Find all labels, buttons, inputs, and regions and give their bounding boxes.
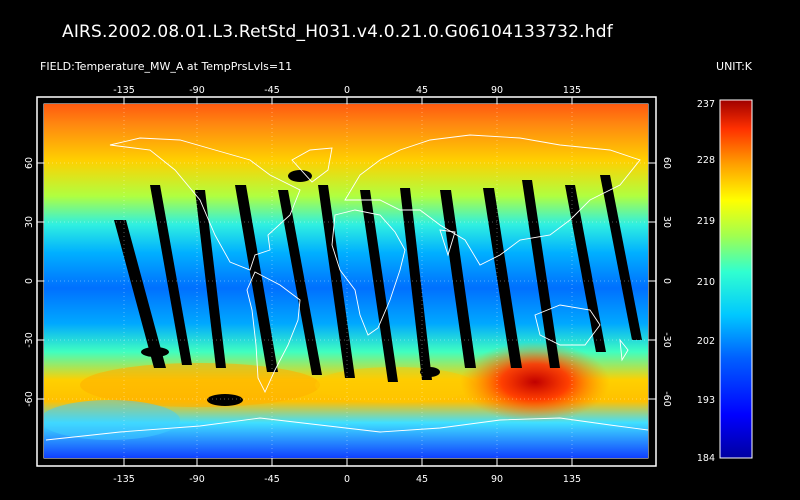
lon-label-bottom: -135 [113,474,135,485]
swath-10 [483,188,522,368]
swath-1 [114,220,166,368]
coast-india [439,229,456,257]
swath-6 [318,185,355,378]
lat-label-right: 60 [661,157,672,169]
coast-eurasia [344,134,641,266]
lon-label-bottom: -45 [264,474,280,485]
lon-label-top: -90 [189,85,205,96]
swath-4 [235,185,278,372]
coast-greenland [291,147,333,183]
colorbar-label: 193 [697,395,715,406]
lon-label-top: 135 [563,85,581,96]
lon-label-bottom: 135 [563,474,581,485]
colorbar-label: 202 [697,336,715,347]
lat-labels-left: 60 30 0 -30 -60 [24,157,35,407]
lat-label-right: 0 [661,278,672,284]
lon-label-bottom: 90 [491,474,503,485]
coast-australia [534,304,601,346]
lat-label-right: -60 [661,391,672,407]
coast-north-america [109,137,301,271]
graticule [44,104,648,458]
coast-antarctica [45,417,648,441]
lon-label-top: -135 [113,85,135,96]
hot-spot-indian-ocean [460,342,610,422]
colorbar-label: 237 [697,99,715,110]
cool-band-antarctic [44,400,180,440]
colorbar-label: 184 [697,453,715,464]
lat-label-right: 30 [661,216,672,228]
missing-data-swaths [114,170,642,406]
swath-8 [400,188,432,380]
coast-south-america [246,271,301,394]
temperature-field [44,104,648,458]
file-title: AIRS.2002.08.01.L3.RetStd_H031.v4.0.21.0… [62,22,613,42]
gap-blob-4 [420,367,440,377]
warm-band-pacific [80,363,320,407]
colorbar-label: 228 [697,155,715,166]
lon-labels-bottom: -135 -90 -45 0 45 90 135 [113,474,581,485]
swath-5 [278,190,322,375]
lon-label-bottom: 45 [416,474,428,485]
lat-label-left: 30 [24,216,35,228]
coast-africa [331,209,406,336]
colorbar-label: 210 [697,277,715,288]
colorbar-labels: 237 228 219 210 202 193 184 [697,99,715,464]
swath-11 [522,180,560,368]
unit-label: UNIT:K [716,60,752,73]
swath-12 [565,185,606,352]
coastlines [45,134,648,441]
lat-label-left: 60 [24,157,35,169]
lat-label-left: -60 [24,391,35,407]
colorbar-label: 219 [697,216,715,227]
colorbar [719,99,753,459]
lon-labels-top: -135 -90 -45 0 45 90 135 [113,85,581,96]
lon-label-bottom: -90 [189,474,205,485]
lon-label-top: -45 [264,85,280,96]
swath-3 [195,190,226,368]
field-label: FIELD:Temperature_MW_A at TempPrsLvls=11 [40,60,293,73]
gap-blob-1 [288,170,312,182]
lon-label-bottom: 0 [344,474,350,485]
swath-9 [440,190,476,368]
lat-labels-right: 60 30 0 -30 -60 [661,157,672,407]
lat-label-right: -30 [661,332,672,348]
gap-blob-2 [141,347,169,357]
lat-label-left: 0 [24,278,35,284]
lon-label-top: 45 [416,85,428,96]
gap-blob-3 [207,394,243,406]
lon-label-top: 90 [491,85,503,96]
lat-label-left: -30 [24,332,35,348]
swath-2 [150,185,192,365]
lon-label-top: 0 [344,85,350,96]
swath-7 [360,190,398,382]
tick-marks [37,97,656,466]
coast-new-zealand [619,338,629,362]
swath-13 [600,175,642,340]
